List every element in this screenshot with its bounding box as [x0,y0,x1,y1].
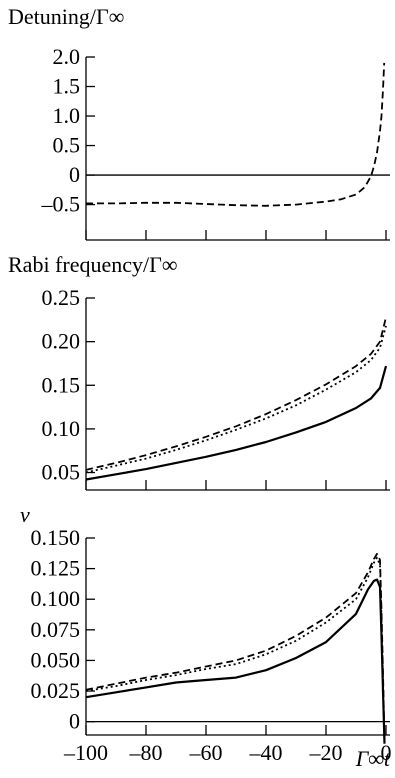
y-tick-label: 0.05 [42,460,81,485]
x-tick-label: 0 [381,740,392,765]
y-tick-label: 0.025 [31,678,81,703]
series-line-dashed [85,316,387,471]
detuning-panel: Detuning/Γ∞ 2.0 1.5 1.0 0.5 0 –0.5 [8,4,390,241]
y-tick-label: 1.5 [53,74,81,99]
x-tick-label: –80 [129,740,163,765]
v-axis-title: v [20,502,30,527]
y-tick-label: 0.125 [31,556,81,581]
series-line-dotted [85,325,387,474]
x-axis-title: Γ∞t [355,746,391,771]
series-line-solid [85,578,386,744]
y-tick-label: 0 [69,709,80,734]
detuning-axis-title: Detuning/Γ∞ [8,4,124,29]
y-tick-label: 0.25 [42,285,81,310]
y-tick-label: 0.100 [31,586,81,611]
series-line-solid [85,365,388,481]
y-tick-label: 0.050 [31,647,81,672]
series-line-dashed [85,553,386,744]
v-panel: v Γ∞t 0.150 0.125 0.100 0.075 0.050 0.025 0 –10… [20,502,392,771]
y-tick-label: 0.075 [31,617,81,642]
rabi-frequency-panel: Rabi frequency/Γ∞ 0.25 0.20 0.15 0.10 0.05 [8,252,390,491]
y-tick-label: 0 [69,162,80,187]
y-tick-label: –0.5 [41,192,81,217]
y-tick-label: 0.20 [42,329,81,354]
rabi-frequency-axis-title: Rabi frequency/Γ∞ [8,252,178,277]
y-tick-label: 0.10 [42,416,81,441]
y-tick-label: 0.15 [42,372,81,397]
y-tick-label: 1.0 [53,103,81,128]
y-tick-label: 2.0 [53,44,81,69]
x-tick-label: –100 [63,740,108,765]
series-line-dashed [86,62,386,207]
x-tick-label: –20 [309,740,343,765]
series-line-dotted [85,556,386,744]
y-tick-label: 0.150 [31,525,81,550]
y-tick-label: 0.5 [53,133,81,158]
x-tick-label: –40 [249,740,283,765]
x-tick-label: –60 [189,740,223,765]
